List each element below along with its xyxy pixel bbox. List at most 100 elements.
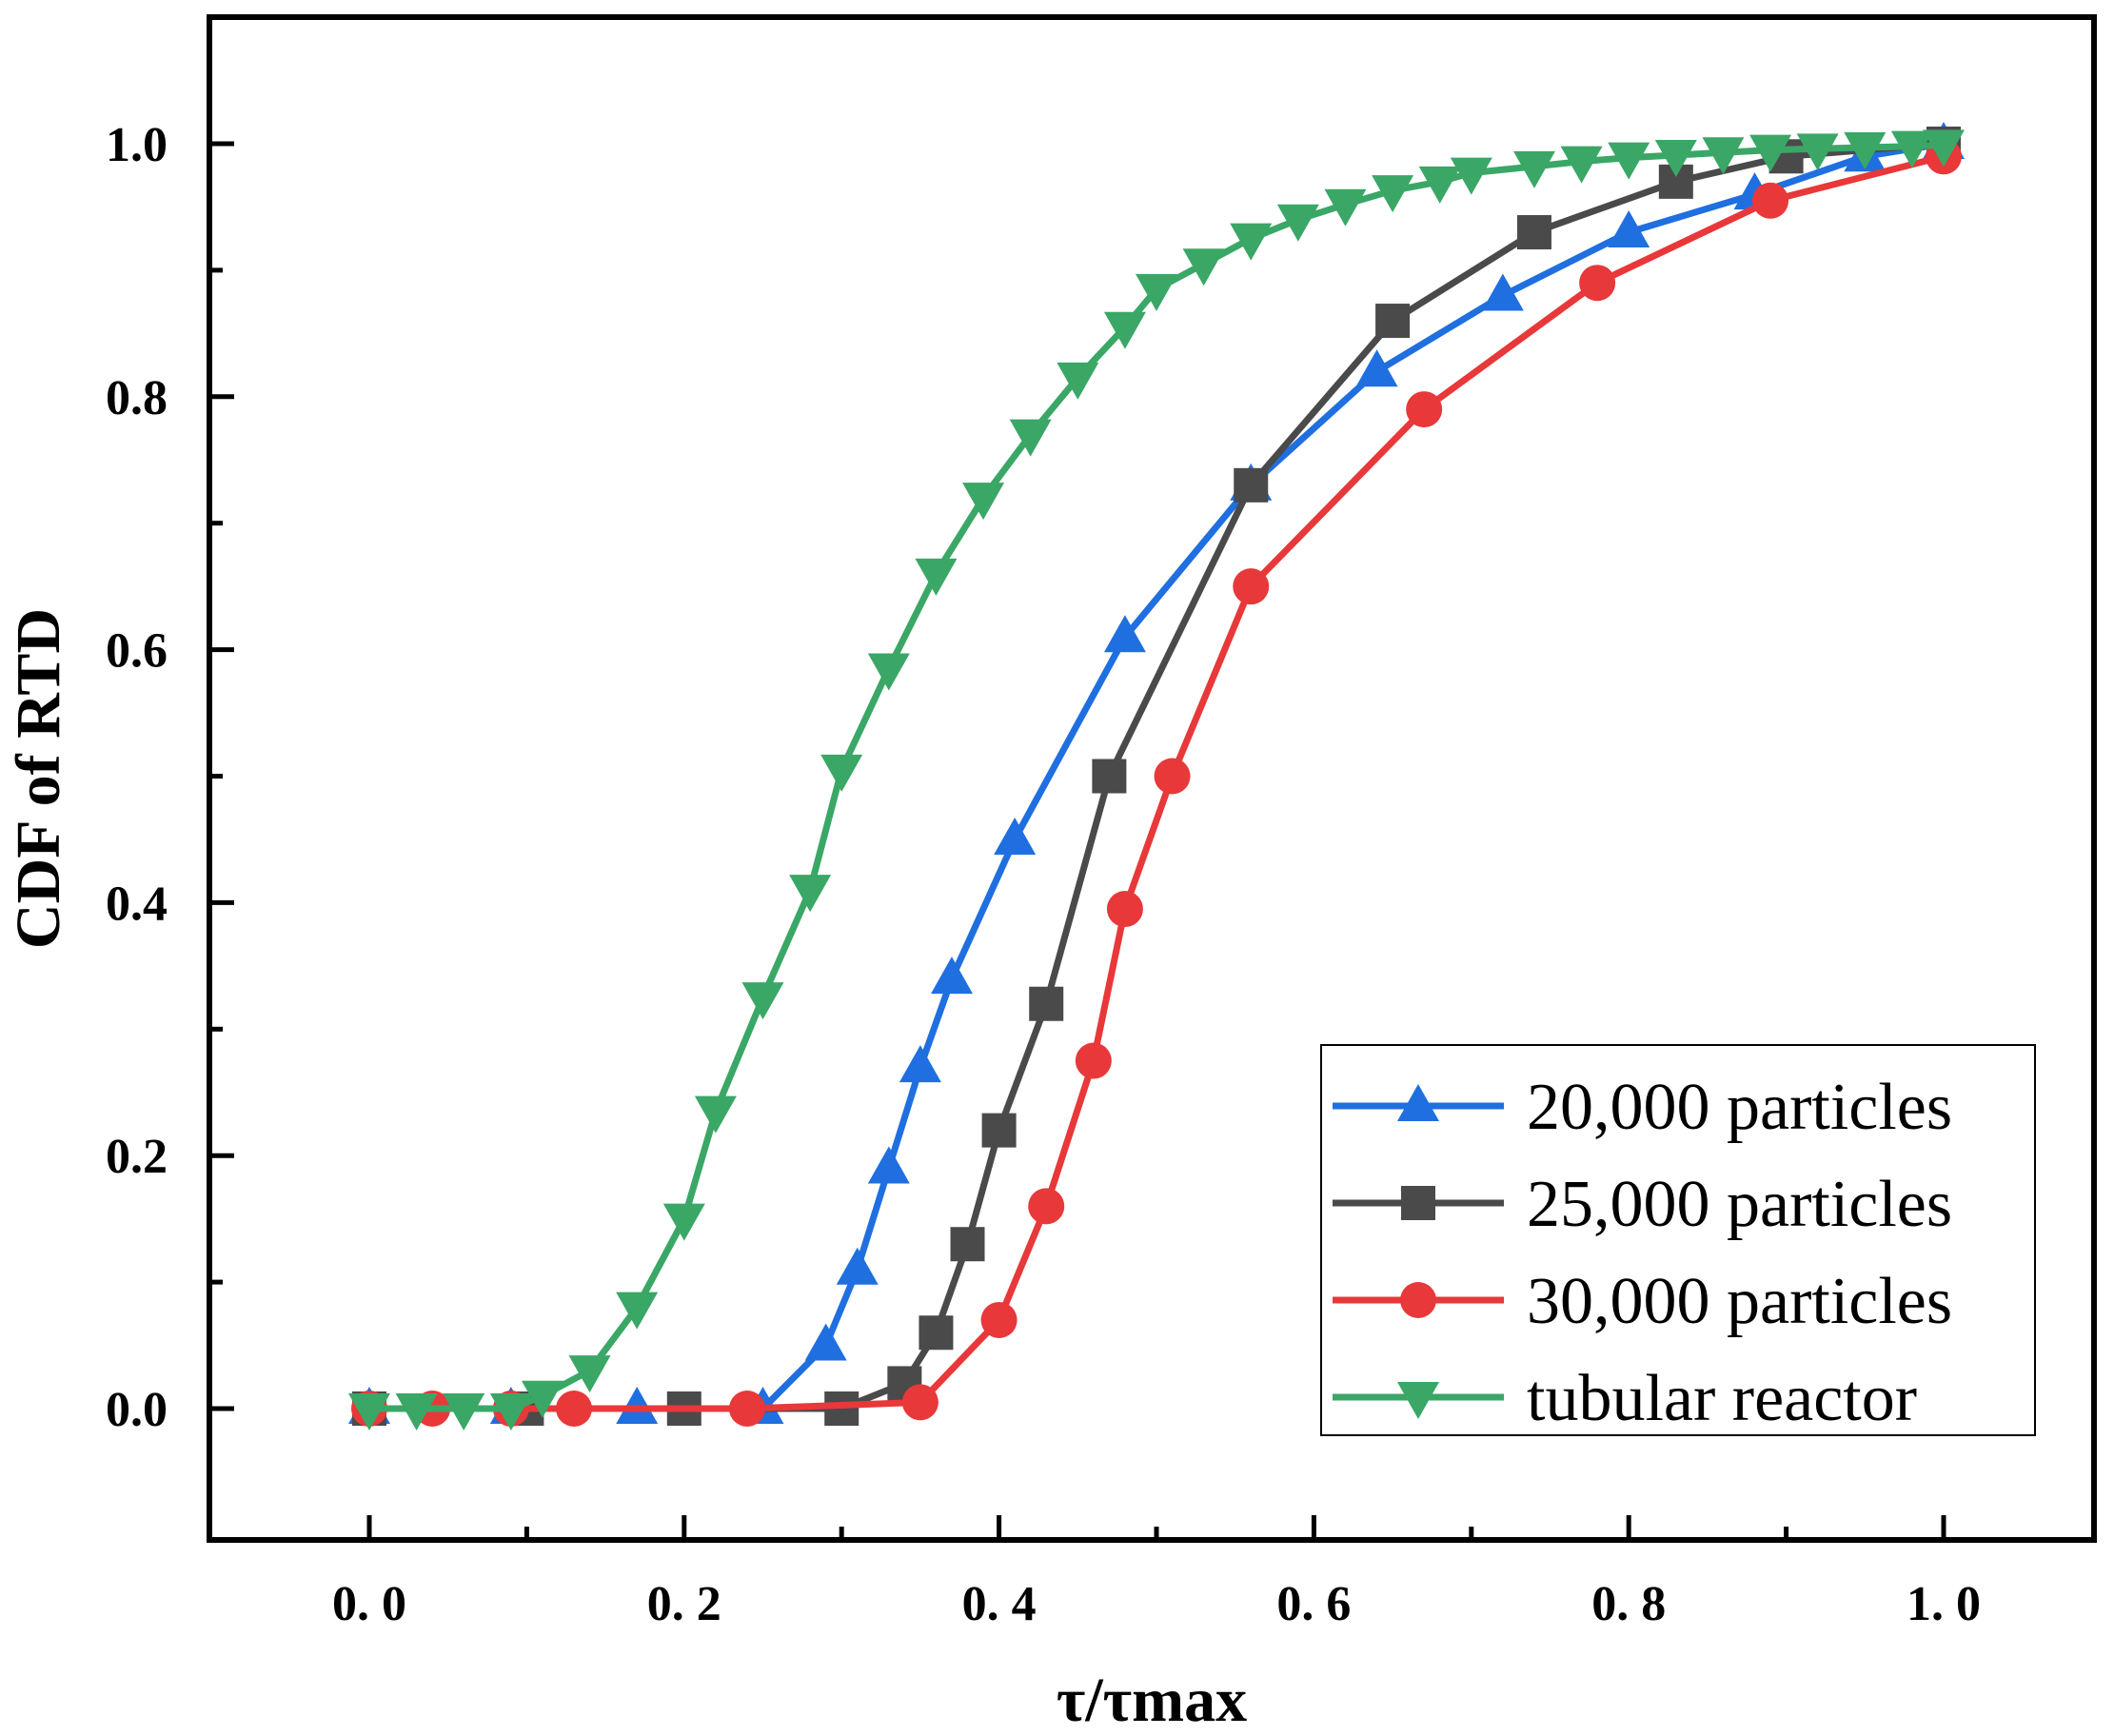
legend-entry: 25,000 particles: [1333, 1168, 1952, 1241]
data-point: [1009, 419, 1052, 457]
legend-entry: tubular reactor: [1333, 1362, 1917, 1435]
data-point: [1923, 129, 1965, 168]
data-point: [1752, 182, 1789, 219]
data-point: [1324, 188, 1367, 227]
data-point: [1075, 1042, 1112, 1079]
data-point: [836, 1247, 879, 1285]
data-point: [915, 558, 958, 596]
x-tick-label: 0. 2: [647, 1577, 721, 1631]
data-point: [1702, 137, 1745, 175]
data-point: [1029, 986, 1064, 1021]
x-tick-label: 0. 0: [332, 1577, 406, 1631]
data-point: [1092, 759, 1127, 794]
data-point: [1182, 248, 1225, 286]
data-point: [1796, 133, 1839, 171]
data-point: [662, 1203, 705, 1241]
data-point: [1418, 166, 1461, 204]
data-point: [616, 1292, 659, 1330]
y-axis-title: CDF of RTD: [4, 608, 73, 949]
data-point: [1154, 758, 1191, 795]
data-point: [994, 817, 1037, 855]
data-point: [1579, 265, 1616, 302]
y-tick-label: 1.0: [106, 118, 168, 172]
data-point: [348, 1393, 390, 1430]
data-point: [1560, 146, 1603, 184]
data-point: [1450, 157, 1492, 195]
y-axis-ticks: [209, 141, 234, 1411]
legend-box: [1320, 1044, 2036, 1436]
legend-marker: [1397, 1084, 1439, 1121]
data-point: [1512, 150, 1555, 188]
data-point: [919, 1315, 954, 1351]
data-point: [694, 1095, 737, 1134]
data-point: [1103, 311, 1146, 349]
data-point: [1355, 349, 1398, 387]
data-point: [728, 1391, 765, 1427]
data-point: [568, 1355, 611, 1393]
data-point: [789, 875, 832, 913]
data-point: [1654, 139, 1697, 177]
x-tick-label: 0. 6: [1276, 1577, 1351, 1631]
data-point: [395, 1393, 438, 1430]
data-point: [1136, 273, 1177, 311]
legend-label: 25,000 particles: [1527, 1168, 1952, 1241]
y-tick-label: 0.8: [106, 371, 168, 425]
x-tick-label: 0. 8: [1591, 1577, 1666, 1631]
y-tick-label: 0.4: [106, 877, 168, 931]
data-point: [980, 1301, 1017, 1338]
y-axis-tick-labels: 0.0 0.2 0.4 0.6 0.8 1.0: [106, 118, 168, 1437]
data-point: [556, 1391, 593, 1427]
data-point: [1844, 131, 1887, 169]
data-point: [1481, 273, 1524, 311]
x-tick-label: 1. 0: [1907, 1577, 1981, 1631]
data-point: [1028, 1188, 1065, 1225]
data-point: [1106, 891, 1143, 928]
data-point: [1372, 175, 1414, 213]
data-point: [521, 1380, 563, 1418]
data-point: [981, 1113, 1017, 1148]
data-point: [1516, 215, 1551, 250]
data-point: [962, 483, 1005, 521]
data-point: [1103, 615, 1146, 653]
y-tick-label: 0.6: [106, 624, 168, 679]
data-point: [930, 957, 973, 995]
x-axis-title: τ/τmax: [1057, 1666, 1247, 1735]
data-point: [820, 754, 863, 792]
legend-entry: 30,000 particles: [1333, 1265, 1952, 1338]
data-point: [1890, 130, 1933, 168]
data-point: [1406, 391, 1443, 428]
data-point: [1230, 223, 1273, 261]
data-point: [899, 1045, 941, 1083]
legend-marker: [1401, 1186, 1435, 1220]
data-point: [1057, 362, 1099, 400]
legend-label: tubular reactor: [1527, 1362, 1917, 1435]
legend: 20,000 particles 25,000 particles 30,000 p…: [1320, 1044, 2036, 1436]
data-point: [867, 653, 910, 691]
data-point: [1234, 467, 1269, 503]
y-tick-label: 0.2: [106, 1130, 168, 1184]
data-point: [867, 1146, 910, 1184]
data-point: [1233, 568, 1270, 605]
x-axis-tick-labels: 0. 0 0. 2 0. 4 0. 6 0. 8 1. 0: [332, 1577, 1981, 1631]
legend-entry: 20,000 particles: [1333, 1071, 1952, 1144]
x-tick-label: 0. 4: [962, 1577, 1037, 1631]
data-point: [901, 1384, 938, 1421]
series-layer: [348, 122, 1965, 1430]
legend-marker: [1400, 1282, 1436, 1318]
data-point: [950, 1227, 985, 1262]
series-tubular-reactor: [348, 129, 1965, 1430]
legend-marker: [1397, 1382, 1439, 1419]
data-point: [1749, 134, 1792, 172]
data-point: [489, 1393, 532, 1430]
data-point: [443, 1393, 485, 1430]
legend-label: 30,000 particles: [1527, 1265, 1952, 1338]
data-point: [1375, 304, 1411, 339]
data-point: [741, 982, 784, 1020]
data-point: [804, 1323, 847, 1361]
data-point: [1608, 142, 1650, 180]
data-point: [1276, 204, 1319, 242]
y-tick-label: 0.0: [106, 1383, 168, 1437]
legend-label: 20,000 particles: [1527, 1071, 1952, 1144]
x-axis-ticks: [366, 1515, 1946, 1540]
